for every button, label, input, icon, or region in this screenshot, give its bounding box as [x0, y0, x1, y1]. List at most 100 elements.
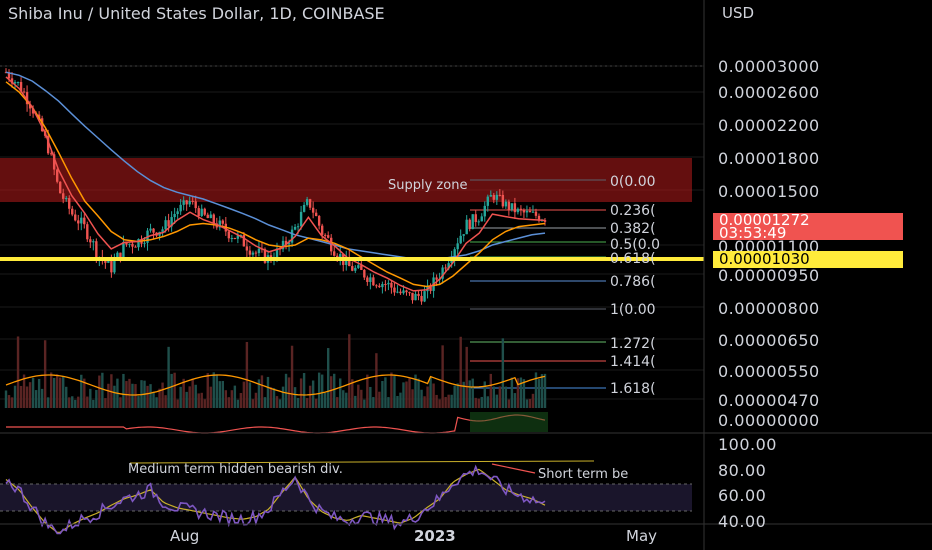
candle-body [507, 201, 511, 210]
candle-body [296, 226, 300, 228]
volume-bar [16, 336, 20, 408]
candle-body [351, 266, 354, 271]
volume-bar [104, 398, 107, 408]
volume-bar [37, 378, 41, 408]
candle-body [13, 82, 17, 84]
candle-body [293, 226, 297, 230]
candle-body [233, 237, 237, 239]
candle-body [236, 235, 240, 239]
volume-bar [423, 396, 426, 408]
candle-body [453, 249, 456, 260]
volume-bar [260, 375, 264, 408]
candle-body [471, 214, 474, 230]
candle-body [46, 135, 50, 154]
rsi-sma-line [5, 468, 546, 533]
volume-bar [230, 390, 234, 408]
candle-body [408, 292, 411, 294]
candle-body [74, 214, 77, 221]
candle-body [107, 260, 110, 263]
candle-body [333, 251, 336, 256]
volume-bar [239, 393, 243, 408]
candle-body [513, 203, 517, 213]
candle-body [263, 249, 267, 263]
volume-bar [233, 385, 237, 408]
candle-body [480, 216, 483, 222]
volume-bar [95, 390, 98, 408]
fib-label: 0(0.00 [610, 174, 656, 190]
volume-bar [504, 386, 508, 408]
candle-body [77, 220, 80, 224]
candle-body [239, 235, 243, 237]
candle-body [28, 104, 32, 109]
volume-bar [272, 388, 276, 408]
current-price-badge[interactable]: 0.00001272 03:53:49 [713, 213, 903, 241]
candle-body [290, 229, 294, 243]
volume-bar [459, 336, 462, 408]
volume-bar [185, 391, 188, 408]
volume-bar [387, 397, 390, 408]
volume-bar [378, 391, 381, 408]
hidden-div-line [129, 460, 595, 464]
candle-body [95, 241, 98, 259]
candle-body [393, 287, 396, 293]
candle-body [80, 217, 83, 224]
candle-body [245, 246, 249, 251]
candle-body [83, 217, 86, 225]
candle-body [474, 214, 477, 222]
candle-body [185, 200, 188, 205]
volume-bar [278, 399, 282, 408]
volume-bar [299, 378, 303, 408]
candle-body [221, 220, 225, 224]
price-tick: 0.00000950 [718, 266, 820, 285]
volume-bar [284, 373, 288, 408]
volume-bar [212, 372, 215, 408]
candle-body [354, 267, 357, 271]
price-tick: 0.00000000 [718, 411, 820, 430]
fib-label: 1.272( [610, 336, 656, 352]
candle-body [197, 208, 200, 217]
candle-body [92, 241, 95, 243]
volume-bar [384, 377, 387, 408]
candle-body [161, 229, 164, 232]
candle-body [242, 235, 246, 247]
candle-body [65, 198, 68, 200]
candle-body [534, 211, 538, 216]
candle-body [450, 259, 453, 264]
volume-bar [468, 380, 471, 408]
rsi-tick: 80.00 [718, 461, 767, 480]
volume-bar [245, 341, 249, 408]
candle-body [492, 195, 496, 200]
volume-bar [498, 386, 502, 408]
volume-bar [492, 386, 496, 408]
candle-body [543, 220, 547, 222]
ma-mid-line [5, 81, 546, 288]
candle-body [414, 293, 417, 301]
fib-label: 1.618( [610, 381, 656, 397]
volume-bar [113, 385, 116, 408]
candle-body [10, 78, 14, 84]
volume-bar [351, 379, 354, 408]
fib-label: 0.618( [610, 251, 656, 267]
volume-bar [92, 399, 95, 408]
volume-bar [336, 397, 339, 408]
volume-bar [215, 374, 218, 408]
volume-bar [128, 378, 131, 408]
volume-bar [119, 397, 122, 408]
volume-bar [200, 392, 203, 408]
volume-bar [444, 396, 447, 408]
candle-body [308, 199, 312, 208]
support-price-badge[interactable]: 0.00001030 [713, 251, 903, 268]
ma-slow-line [5, 71, 546, 260]
volume-bar [188, 386, 191, 408]
candle-body [62, 193, 65, 199]
volume-bar [137, 396, 140, 408]
fib-label: 0.236( [610, 203, 656, 219]
volume-bar [540, 374, 544, 408]
volume-bar [206, 373, 209, 408]
candle-body [396, 291, 399, 293]
rsi-tick: 40.00 [718, 512, 767, 531]
candle-body [417, 293, 420, 296]
volume-bar [110, 374, 113, 408]
